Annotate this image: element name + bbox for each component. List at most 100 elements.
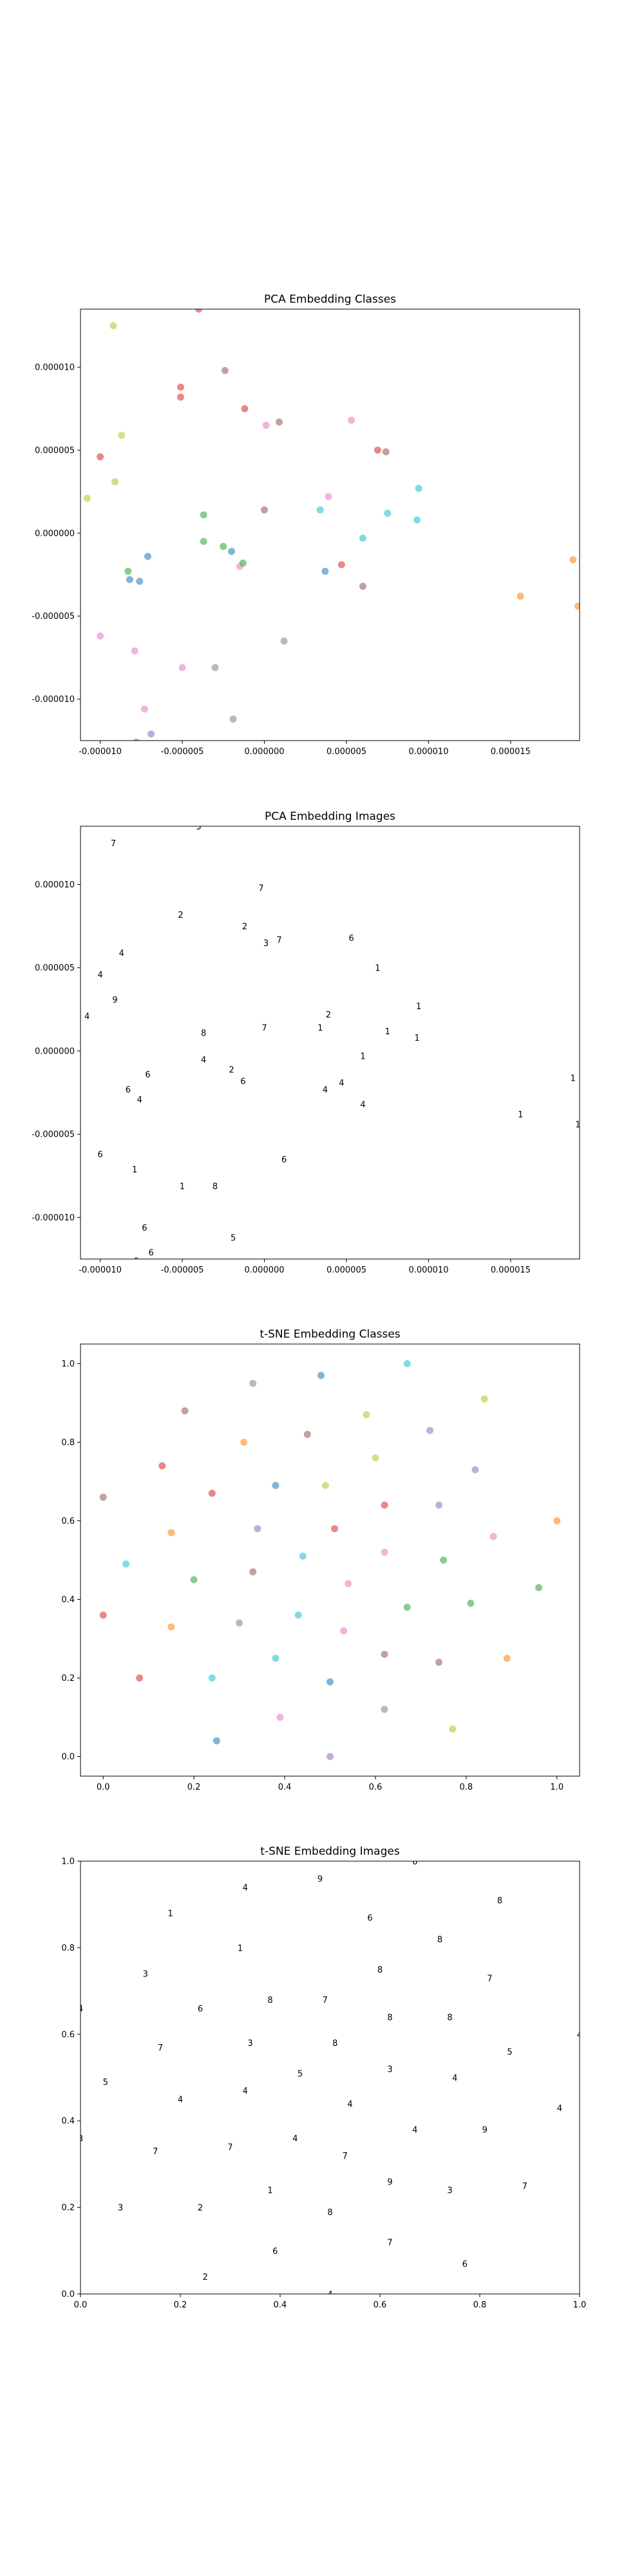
y-tick-label: 0.0 <box>61 2290 75 2300</box>
digit-image-marker: 4 <box>557 2104 562 2114</box>
x-tick-label: 1.0 <box>573 2300 587 2310</box>
data-point <box>317 1372 325 1379</box>
data-point <box>569 556 577 564</box>
data-point <box>503 1654 511 1662</box>
digit-image-marker: 4 <box>339 1079 344 1088</box>
data-point <box>415 484 422 492</box>
y-tick-label: -0.000005 <box>32 1130 75 1140</box>
data-point <box>111 478 119 486</box>
data-point <box>229 715 237 723</box>
data-point <box>321 567 329 575</box>
data-point <box>177 393 185 401</box>
data-point <box>167 1529 175 1537</box>
digit-image-marker: 7 <box>153 2147 158 2157</box>
data-point <box>190 1576 198 1584</box>
data-point <box>262 421 270 429</box>
chart-title: t-SNE Embedding Classes <box>260 1328 400 1341</box>
data-point <box>221 366 229 374</box>
data-point <box>381 1705 388 1713</box>
digit-image-marker: 1 <box>180 1182 185 1191</box>
data-point <box>403 1360 411 1367</box>
data-point <box>489 1533 497 1540</box>
data-point <box>144 553 152 560</box>
digit-image-marker: 2 <box>242 922 247 932</box>
digit-image-marker: 4 <box>243 1883 248 1893</box>
data-point <box>99 1611 107 1619</box>
data-point <box>403 1604 411 1611</box>
data-point <box>381 1548 388 1556</box>
digit-image-marker: 2 <box>178 911 183 920</box>
digit-image-marker: 5 <box>103 2078 108 2088</box>
y-tick-label: -0.000010 <box>32 695 75 705</box>
digit-image-marker: 4 <box>84 1012 90 1022</box>
data-point <box>381 1651 388 1658</box>
digit-image-marker: 4 <box>178 2096 183 2105</box>
data-point <box>158 1462 166 1470</box>
x-tick-label: 0.8 <box>473 2300 487 2310</box>
digit-image-marker: 1 <box>375 964 380 974</box>
data-point <box>345 1580 352 1587</box>
y-tick-label: 0.8 <box>61 1944 75 1953</box>
y-tick-label: -0.000005 <box>32 612 75 621</box>
digit-image-marker: 4 <box>137 1095 142 1105</box>
digit-image-marker: 1 <box>416 1002 421 1012</box>
digit-image-marker: 7 <box>258 884 263 894</box>
digit-image-marker: 7 <box>111 839 116 849</box>
digit-image-marker: 8 <box>213 1182 218 1191</box>
data-point <box>325 493 332 500</box>
digit-image-marker: 7 <box>276 936 281 945</box>
digit-image-marker: 4 <box>577 2031 582 2040</box>
x-tick-label: -0.000005 <box>161 747 204 757</box>
digit-image-marker: 1 <box>583 1074 589 1083</box>
data-point <box>213 1737 220 1745</box>
digit-image-marker: 3 <box>247 2039 252 2049</box>
data-point <box>122 1560 129 1568</box>
data-point <box>249 1379 257 1387</box>
digit-image-marker: 4 <box>243 2087 248 2096</box>
digit-image-marker: 8 <box>447 2013 452 2023</box>
data-point <box>249 1568 257 1576</box>
digit-image-marker: 1 <box>132 1165 137 1175</box>
digit-image-marker: 4 <box>119 949 124 958</box>
digit-image-marker: 6 <box>462 2260 468 2269</box>
digit-image-marker: 2 <box>326 1010 331 1020</box>
x-tick-label: 0.4 <box>274 2300 287 2310</box>
data-point <box>449 1725 457 1733</box>
y-tick-label: 0.2 <box>61 1674 75 1683</box>
digit-image-marker: 8 <box>497 1896 502 1906</box>
chart-3: t-SNE Embedding Classes 0.0 0.2 0.4 0.6 0.8 1.… <box>61 1328 580 1792</box>
digit-image-marker: 2 <box>198 2204 203 2213</box>
digit-image-marker: 8 <box>327 2208 332 2217</box>
data-point <box>413 516 421 524</box>
data-point <box>516 592 524 600</box>
digit-image-marker: 3 <box>387 2065 392 2075</box>
data-point <box>177 383 185 391</box>
x-tick-label: -0.000010 <box>79 747 122 757</box>
x-tick-label: 0.000000 <box>245 747 285 757</box>
digit-image-marker: 4 <box>292 2134 298 2144</box>
digit-image-marker: 1 <box>385 1027 390 1037</box>
data-point <box>133 739 140 741</box>
y-tick-label: 0.000000 <box>35 1046 75 1056</box>
x-tick-label: 0.8 <box>460 1783 473 1792</box>
data-point <box>147 730 155 738</box>
x-tick-label: 0.4 <box>278 1783 292 1792</box>
x-tick-label: 0.000005 <box>327 747 366 757</box>
digit-image-marker: 4 <box>360 1101 365 1110</box>
digit-image-marker: 6 <box>367 1913 372 1923</box>
data-point <box>140 705 148 713</box>
data-point <box>374 446 381 454</box>
y-tick-label: 0.6 <box>61 2030 75 2040</box>
digit-image-marker: 0 <box>134 1257 139 1267</box>
digit-image-marker: 1 <box>575 1121 580 1130</box>
data-point <box>99 1493 107 1501</box>
data-point <box>337 561 345 569</box>
x-tick-label: 1.0 <box>550 1783 564 1792</box>
y-tick-label: 0.000010 <box>35 880 75 890</box>
digit-image-marker: 7 <box>487 1974 492 1984</box>
data-point <box>97 453 104 460</box>
data-point <box>239 559 247 567</box>
